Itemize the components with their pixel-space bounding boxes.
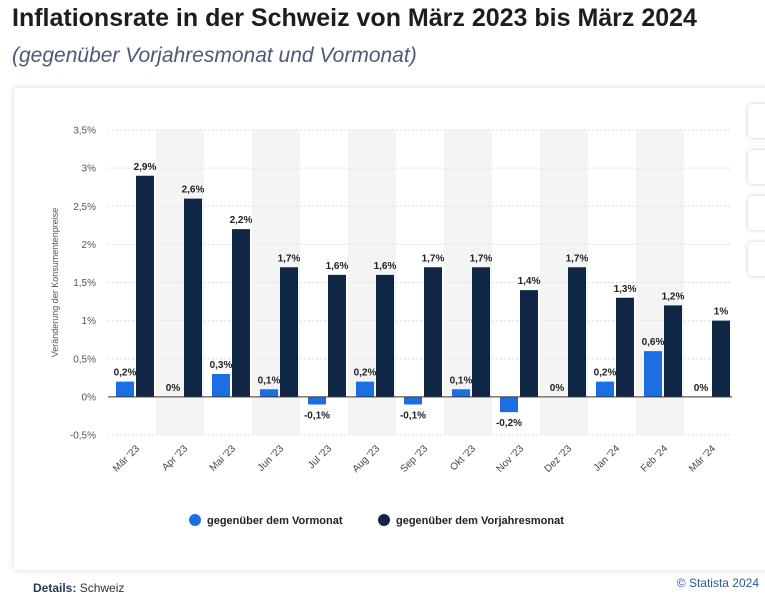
value-label: 0,2%: [354, 368, 377, 379]
details-label: Details:: [33, 581, 77, 595]
value-label: 0,3%: [210, 360, 233, 371]
bar: [616, 297, 634, 397]
x-tick-label: Mär '23: [111, 443, 142, 474]
x-tick-label: Nov '23: [495, 443, 527, 475]
y-tick-label: -0,5%: [70, 431, 96, 442]
legend-label: gegenüber dem Vormonat: [207, 515, 343, 527]
x-tick-label: Mär '24: [687, 443, 718, 474]
x-tick-label: Dez '23: [543, 443, 575, 475]
bar: [472, 267, 490, 397]
bar: [644, 351, 662, 397]
bar: [424, 267, 442, 397]
legend-marker: [189, 514, 201, 526]
y-tick-label: 2,5%: [73, 202, 96, 213]
y-tick-label: 0,5%: [73, 354, 96, 365]
x-tick-label: Feb '24: [639, 443, 670, 474]
bar: [452, 389, 470, 397]
bar: [356, 381, 374, 397]
y-axis-title: Veränderung der Konsumentenpreise: [50, 208, 60, 358]
side-button[interactable]: [748, 104, 765, 138]
bar: [712, 320, 730, 397]
x-tick-label: Jan '24: [592, 443, 623, 474]
value-label: 1%: [714, 307, 729, 318]
value-label: 2,6%: [182, 185, 205, 196]
value-label: -0,1%: [400, 411, 426, 422]
value-label: -0,2%: [496, 418, 522, 429]
bar: [500, 396, 518, 413]
value-label: 1,7%: [278, 253, 301, 264]
bar: [184, 198, 202, 397]
value-label: 1,7%: [470, 253, 493, 264]
value-label: 0,1%: [450, 375, 473, 386]
bar: [260, 389, 278, 397]
bar: [664, 305, 682, 397]
details-value: Schweiz: [79, 581, 125, 595]
x-tick-label: Mai '23: [208, 443, 239, 474]
value-label: 1,7%: [566, 253, 589, 264]
chart-subtitle: (gegenüber Vorjahresmonat und Vormonat): [12, 44, 417, 67]
legend-label: gegenüber dem Vorjahresmonat: [396, 515, 564, 527]
bar: [308, 396, 326, 405]
bar: [376, 274, 394, 397]
y-tick-label: 1,5%: [73, 278, 96, 289]
x-tick-label: Jul '23: [306, 443, 334, 471]
legend-marker: [378, 514, 390, 526]
details: Details: Schweiz: [33, 581, 124, 595]
side-button[interactable]: [748, 150, 765, 184]
value-label: 1,6%: [374, 261, 397, 272]
bar: [520, 290, 538, 397]
value-label: 2,2%: [230, 215, 253, 226]
value-label: 0,1%: [258, 375, 281, 386]
value-label: 1,2%: [662, 291, 685, 302]
value-label: 0%: [550, 383, 565, 394]
bar: [232, 229, 250, 397]
value-label: 0,2%: [594, 368, 617, 379]
bar: [136, 175, 154, 397]
value-label: 2,9%: [134, 162, 157, 173]
y-tick-label: 0%: [82, 392, 97, 403]
value-label: 1,3%: [614, 284, 637, 295]
value-label: 0,2%: [114, 368, 137, 379]
x-tick-label: Okt '23: [448, 443, 478, 473]
y-tick-label: 3,5%: [73, 126, 96, 137]
y-tick-label: 2%: [82, 240, 97, 251]
side-button[interactable]: [748, 196, 765, 230]
value-label: 1,7%: [422, 253, 445, 264]
value-label: -0,1%: [304, 411, 330, 422]
value-label: 1,4%: [518, 276, 541, 287]
bar: [404, 396, 422, 405]
y-tick-label: 3%: [82, 164, 97, 175]
value-label: 0%: [166, 383, 181, 394]
value-label: 0%: [694, 383, 709, 394]
x-tick-label: Apr '23: [160, 443, 190, 473]
side-button[interactable]: [748, 242, 765, 276]
bar: [568, 267, 586, 397]
x-tick-label: Sep '23: [399, 443, 431, 475]
value-label: 0,6%: [642, 337, 665, 348]
bar: [280, 267, 298, 397]
bar: [328, 274, 346, 397]
bar: [596, 381, 614, 397]
x-tick-label: Aug '23: [351, 443, 383, 475]
bar: [116, 381, 134, 397]
y-tick-label: 1%: [82, 316, 97, 327]
bar: [212, 374, 230, 397]
value-label: 1,6%: [326, 261, 349, 272]
x-tick-label: Jun '23: [256, 443, 287, 474]
source: © Statista 2024: [676, 576, 759, 590]
chart-title: Inflationsrate in der Schweiz von März 2…: [12, 4, 697, 32]
